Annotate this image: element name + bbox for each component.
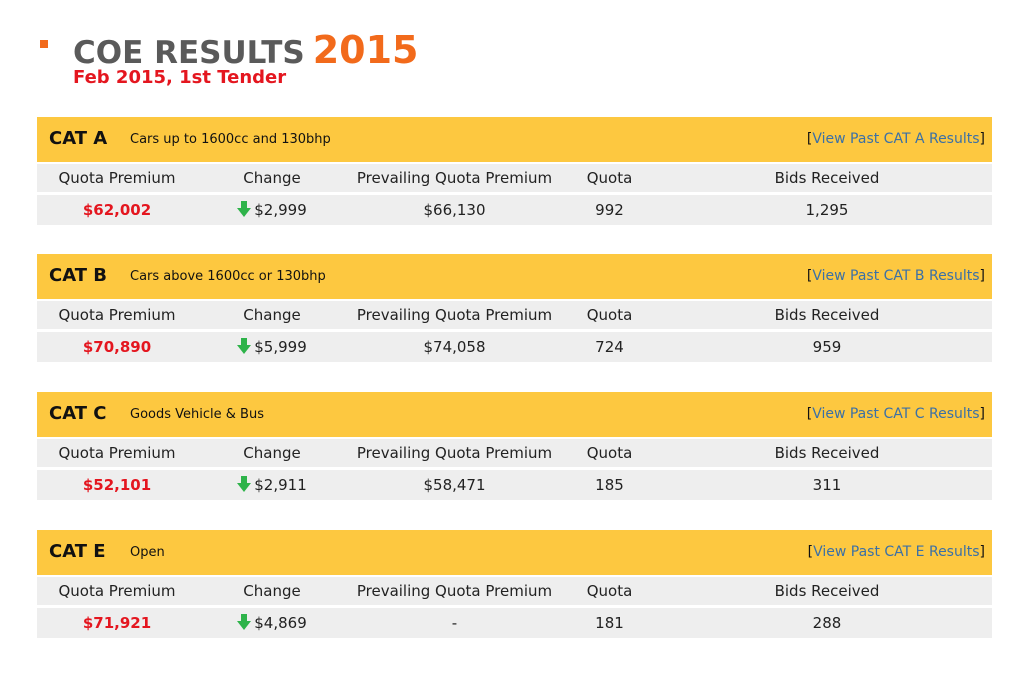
past-results-link-wrap: [View Past CAT A Results] xyxy=(806,131,985,147)
change-cell: $2,999 xyxy=(197,195,347,225)
col-prevailing: Prevailing Quota Premium xyxy=(356,444,553,462)
past-results-link[interactable]: View Past CAT E Results xyxy=(813,544,980,560)
bullet-icon xyxy=(40,40,48,48)
quota-value: 724 xyxy=(595,338,624,356)
col-quota: Quota xyxy=(586,444,633,462)
quota-premium-value: $52,101 xyxy=(82,476,152,494)
category-name: CAT E xyxy=(49,541,106,562)
prevailing-value: $58,471 xyxy=(423,476,486,494)
past-results-link[interactable]: View Past CAT C Results xyxy=(812,406,980,422)
category-name: CAT B xyxy=(49,265,108,286)
category-block-c: CAT C Goods Vehicle & Bus [View Past CAT… xyxy=(37,392,992,500)
page-title: COE RESULTS 2015 xyxy=(73,28,418,80)
col-prevailing: Prevailing Quota Premium xyxy=(356,306,553,324)
change-cell: $5,999 xyxy=(197,332,347,362)
quota-value: 992 xyxy=(595,201,624,219)
column-header-row: Quota Premium Change Prevailing Quota Pr… xyxy=(37,439,992,467)
category-description: Cars up to 1600cc and 130bhp xyxy=(130,132,331,147)
category-block-b: CAT B Cars above 1600cc or 130bhp [View … xyxy=(37,254,992,362)
column-header-row: Quota Premium Change Prevailing Quota Pr… xyxy=(37,577,992,605)
values-row: $52,101 $2,911 $58,471 185 311 xyxy=(37,470,992,500)
past-results-link-wrap: [View Past CAT E Results] xyxy=(807,544,985,560)
quota-value: 181 xyxy=(595,614,624,632)
category-description: Open xyxy=(130,545,165,560)
category-header: CAT A Cars up to 1600cc and 130bhp [View… xyxy=(37,117,992,162)
category-header: CAT B Cars above 1600cc or 130bhp [View … xyxy=(37,254,992,299)
past-results-link[interactable]: View Past CAT B Results xyxy=(812,268,980,284)
column-header-row: Quota Premium Change Prevailing Quota Pr… xyxy=(37,301,992,329)
category-block-e: CAT E Open [View Past CAT E Results] Quo… xyxy=(37,530,992,638)
category-name: CAT C xyxy=(49,403,107,424)
category-header: CAT C Goods Vehicle & Bus [View Past CAT… xyxy=(37,392,992,437)
quota-premium-value: $62,002 xyxy=(82,201,152,219)
quota-premium-value: $71,921 xyxy=(82,614,152,632)
bids-value: 288 xyxy=(812,614,842,632)
prevailing-value: $66,130 xyxy=(423,201,486,219)
quota-value: 185 xyxy=(595,476,624,494)
category-description: Goods Vehicle & Bus xyxy=(130,407,264,422)
col-bids: Bids Received xyxy=(774,444,880,462)
bids-value: 959 xyxy=(812,338,842,356)
category-header: CAT E Open [View Past CAT E Results] xyxy=(37,530,992,575)
prevailing-value: - xyxy=(451,614,458,632)
arrow-down-icon xyxy=(237,337,252,354)
arrow-down-icon xyxy=(237,613,252,630)
col-quota: Quota xyxy=(586,582,633,600)
tender-subtitle: Feb 2015, 1st Tender xyxy=(73,67,287,88)
col-prevailing: Prevailing Quota Premium xyxy=(356,169,553,187)
arrow-down-icon xyxy=(237,200,252,217)
title-text: COE RESULTS xyxy=(73,35,305,71)
change-value: $5,999 xyxy=(254,338,307,356)
col-quota-premium: Quota Premium xyxy=(58,444,176,462)
arrow-down-icon xyxy=(237,475,252,492)
col-bids: Bids Received xyxy=(774,582,880,600)
change-value: $2,911 xyxy=(254,476,307,494)
col-quota-premium: Quota Premium xyxy=(58,582,176,600)
values-row: $62,002 $2,999 $66,130 992 1,295 xyxy=(37,195,992,225)
category-block-a: CAT A Cars up to 1600cc and 130bhp [View… xyxy=(37,117,992,225)
change-value: $4,869 xyxy=(254,614,307,632)
title-year: 2015 xyxy=(312,28,419,72)
col-change: Change xyxy=(243,169,301,187)
col-bids: Bids Received xyxy=(774,306,880,324)
col-change: Change xyxy=(243,306,301,324)
change-value: $2,999 xyxy=(254,201,307,219)
category-name: CAT A xyxy=(49,128,108,149)
change-cell: $2,911 xyxy=(197,470,347,500)
col-quota-premium: Quota Premium xyxy=(58,306,176,324)
col-quota: Quota xyxy=(586,306,633,324)
col-quota-premium: Quota Premium xyxy=(58,169,176,187)
prevailing-value: $74,058 xyxy=(423,338,486,356)
col-bids: Bids Received xyxy=(774,169,880,187)
past-results-link[interactable]: View Past CAT A Results xyxy=(812,131,980,147)
past-results-link-wrap: [View Past CAT B Results] xyxy=(806,268,985,284)
col-quota: Quota xyxy=(586,169,633,187)
quota-premium-value: $70,890 xyxy=(82,338,152,356)
col-change: Change xyxy=(243,582,301,600)
values-row: $70,890 $5,999 $74,058 724 959 xyxy=(37,332,992,362)
past-results-link-wrap: [View Past CAT C Results] xyxy=(806,406,985,422)
values-row: $71,921 $4,869 - 181 288 xyxy=(37,608,992,638)
col-prevailing: Prevailing Quota Premium xyxy=(356,582,553,600)
col-change: Change xyxy=(243,444,301,462)
category-description: Cars above 1600cc or 130bhp xyxy=(130,269,326,284)
bids-value: 311 xyxy=(812,476,842,494)
column-header-row: Quota Premium Change Prevailing Quota Pr… xyxy=(37,164,992,192)
change-cell: $4,869 xyxy=(197,608,347,638)
bids-value: 1,295 xyxy=(805,201,849,219)
